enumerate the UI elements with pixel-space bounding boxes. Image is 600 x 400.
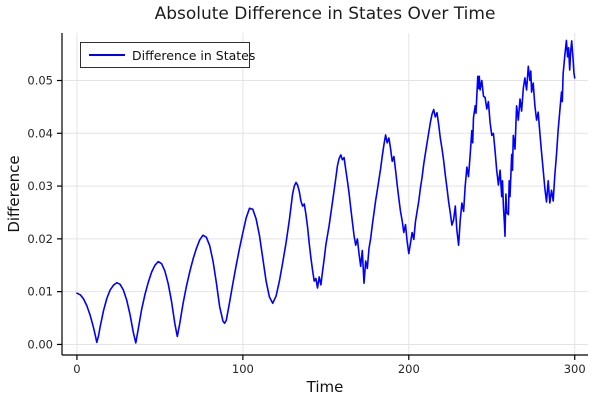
y-tick-label: 0.01 (27, 285, 53, 299)
y-tick-label: 0.04 (27, 126, 53, 140)
y-axis-label: Difference (5, 155, 23, 233)
x-axis-label: Time (306, 378, 344, 396)
legend-line-swatch (89, 54, 125, 56)
legend: Difference in States (80, 42, 255, 68)
x-tick-label: 200 (398, 362, 420, 376)
y-tick-label: 0.02 (27, 232, 53, 246)
chart-title: Absolute Difference in States Over Time (154, 4, 496, 24)
x-tick-label: 100 (232, 362, 254, 376)
x-tick-label: 0 (73, 362, 80, 376)
y-tick-label: 0.00 (27, 337, 53, 351)
y-tick-label: 0.03 (27, 179, 53, 193)
legend-series-label: Difference in States (132, 47, 256, 63)
x-tick-label: 300 (564, 362, 586, 376)
difference-line (76, 39, 576, 344)
y-tick-label: 0.05 (27, 74, 53, 88)
